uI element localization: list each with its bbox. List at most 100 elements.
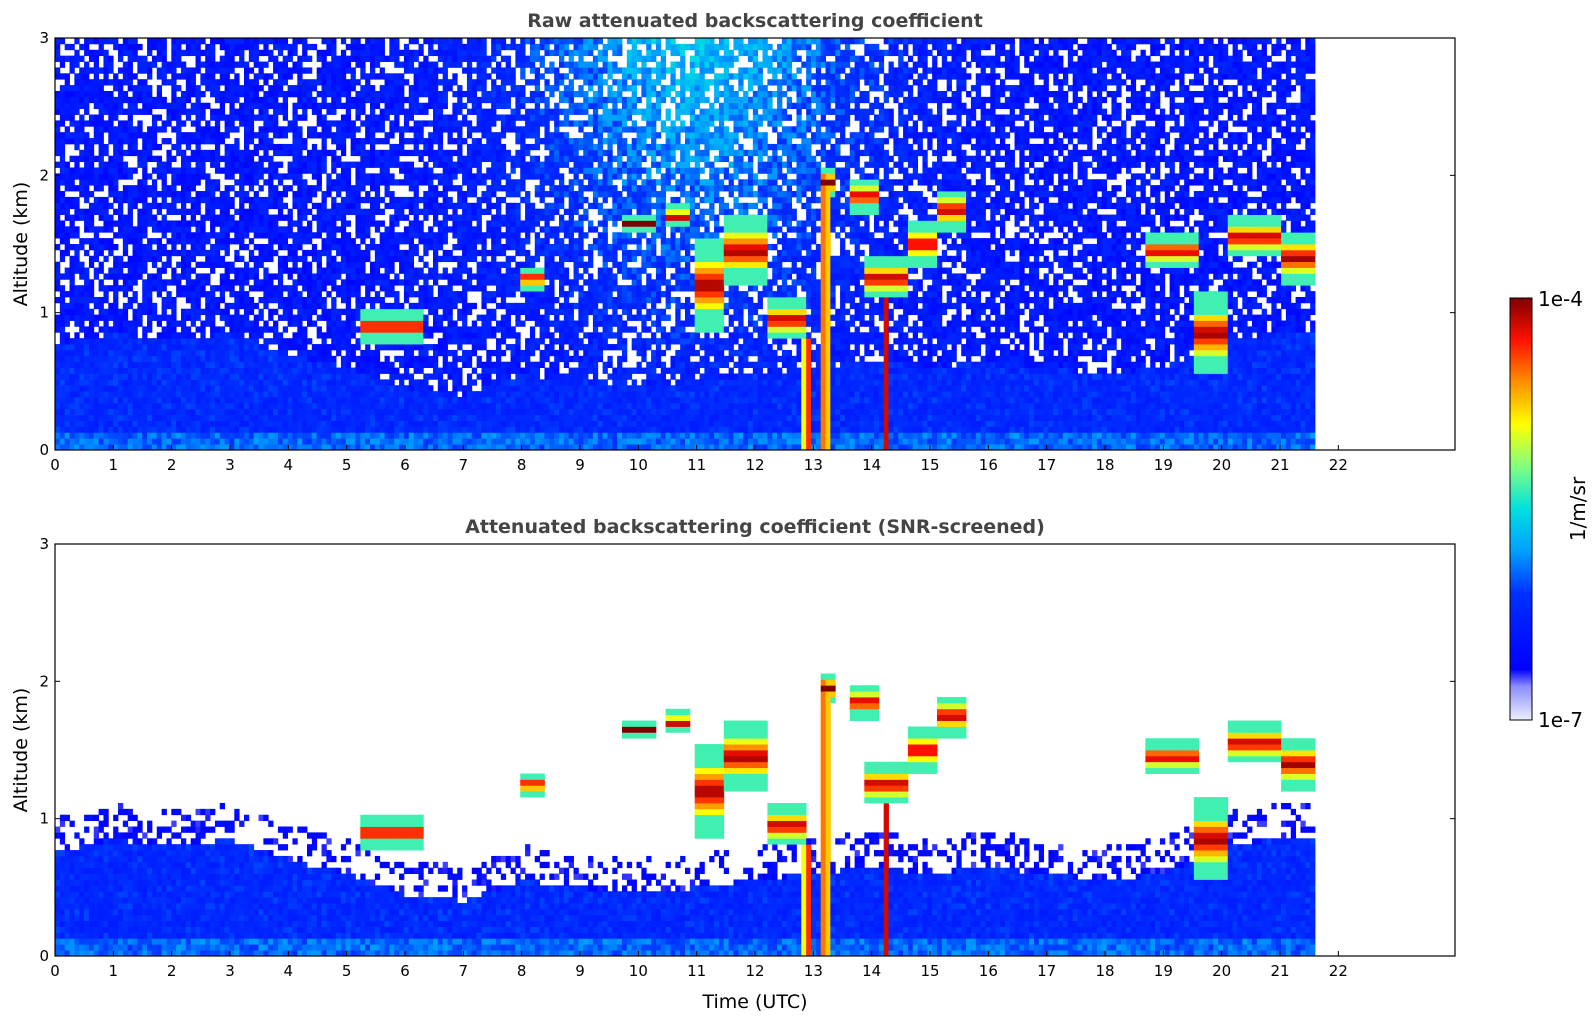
heatmap-cell bbox=[99, 44, 104, 50]
heatmap-cell bbox=[263, 356, 268, 362]
heatmap-cell bbox=[288, 338, 293, 344]
heatmap-cell bbox=[239, 226, 244, 232]
heatmap-cell bbox=[166, 103, 171, 109]
heatmap-cell bbox=[118, 362, 123, 368]
heatmap-cell bbox=[152, 415, 157, 421]
heatmap-cell bbox=[249, 368, 254, 374]
heatmap-cell bbox=[254, 91, 259, 97]
heatmap-cell bbox=[103, 426, 108, 432]
heatmap-cell bbox=[55, 56, 60, 62]
heatmap-cell bbox=[307, 209, 312, 215]
heatmap-cell bbox=[152, 397, 157, 403]
heatmap-cell bbox=[94, 103, 99, 109]
heatmap-cell bbox=[225, 426, 230, 432]
heatmap-cell bbox=[162, 356, 167, 362]
heatmap-cell bbox=[288, 415, 293, 421]
heatmap-cell bbox=[205, 179, 210, 185]
heatmap-cell bbox=[331, 162, 336, 168]
heatmap-cell bbox=[244, 115, 249, 121]
heatmap-cell bbox=[99, 426, 104, 432]
heatmap-cell bbox=[200, 150, 205, 156]
heatmap-cell bbox=[205, 50, 210, 56]
heatmap-cell bbox=[99, 421, 104, 427]
heatmap-cell bbox=[297, 232, 302, 238]
heatmap-cell bbox=[108, 285, 113, 291]
heatmap-cell bbox=[166, 438, 171, 444]
heatmap-cell bbox=[254, 285, 259, 291]
heatmap-cell bbox=[312, 432, 317, 438]
heatmap-cell bbox=[220, 397, 225, 403]
heatmap-cell bbox=[229, 238, 234, 244]
heatmap-cell bbox=[283, 297, 288, 303]
heatmap-cell bbox=[254, 432, 259, 438]
heatmap-cell bbox=[259, 109, 264, 115]
heatmap-cell bbox=[191, 385, 196, 391]
heatmap-cell bbox=[278, 132, 283, 138]
heatmap-cell bbox=[60, 120, 65, 126]
heatmap-cell bbox=[137, 379, 142, 385]
heatmap-cell bbox=[60, 132, 65, 138]
heatmap-cell bbox=[229, 156, 234, 162]
heatmap-cell bbox=[239, 279, 244, 285]
heatmap-cell bbox=[147, 409, 152, 415]
heatmap-cell bbox=[196, 409, 201, 415]
heatmap-cell bbox=[244, 409, 249, 415]
heatmap-cell bbox=[254, 356, 259, 362]
heatmap-cell bbox=[79, 97, 84, 103]
heatmap-cell bbox=[254, 391, 259, 397]
heatmap-cell bbox=[171, 220, 176, 226]
heatmap-cell bbox=[157, 268, 162, 274]
heatmap-cell bbox=[244, 220, 249, 226]
heatmap-cell bbox=[244, 179, 249, 185]
heatmap-cell bbox=[225, 403, 230, 409]
heatmap-cell bbox=[259, 215, 264, 221]
heatmap-cell bbox=[312, 379, 317, 385]
heatmap-cell bbox=[89, 79, 94, 85]
heatmap-cell bbox=[215, 379, 220, 385]
heatmap-cell bbox=[239, 297, 244, 303]
heatmap-cell bbox=[215, 385, 220, 391]
heatmap-cell bbox=[89, 97, 94, 103]
heatmap-cell bbox=[278, 215, 283, 221]
heatmap-cell bbox=[157, 103, 162, 109]
heatmap-cell bbox=[123, 162, 128, 168]
heatmap-cell bbox=[259, 415, 264, 421]
heatmap-cell bbox=[302, 285, 307, 291]
heatmap-cell bbox=[191, 85, 196, 91]
heatmap-cell bbox=[302, 344, 307, 350]
heatmap-cell bbox=[103, 309, 108, 315]
heatmap-cell bbox=[331, 309, 336, 315]
heatmap-cell bbox=[70, 67, 75, 73]
heatmap-cell bbox=[74, 262, 79, 268]
heatmap-cell bbox=[108, 185, 113, 191]
heatmap-cell bbox=[312, 344, 317, 350]
heatmap-cell bbox=[283, 203, 288, 209]
heatmap-cell bbox=[123, 250, 128, 256]
heatmap-cell bbox=[103, 415, 108, 421]
heatmap-cell bbox=[99, 268, 104, 274]
heatmap-cell bbox=[210, 379, 215, 385]
heatmap-cell bbox=[263, 344, 268, 350]
heatmap-cell bbox=[186, 338, 191, 344]
heatmap-cell bbox=[171, 426, 176, 432]
heatmap-cell bbox=[60, 109, 65, 115]
heatmap-cell bbox=[205, 56, 210, 62]
heatmap-cell bbox=[326, 350, 331, 356]
heatmap-cell bbox=[89, 209, 94, 215]
heatmap-cell bbox=[234, 109, 239, 115]
heatmap-cell bbox=[70, 85, 75, 91]
heatmap-cell bbox=[239, 44, 244, 50]
heatmap-cell bbox=[74, 379, 79, 385]
heatmap-cell bbox=[84, 438, 89, 444]
heatmap-cell bbox=[137, 67, 142, 73]
heatmap-cell bbox=[191, 397, 196, 403]
heatmap-cell bbox=[113, 432, 118, 438]
heatmap-cell bbox=[181, 385, 186, 391]
heatmap-cell bbox=[171, 185, 176, 191]
heatmap-cell bbox=[99, 415, 104, 421]
heatmap-cell bbox=[336, 350, 341, 356]
heatmap-cell bbox=[181, 197, 186, 203]
heatmap-cell bbox=[128, 38, 133, 44]
heatmap-cell bbox=[283, 185, 288, 191]
heatmap-cell bbox=[239, 215, 244, 221]
